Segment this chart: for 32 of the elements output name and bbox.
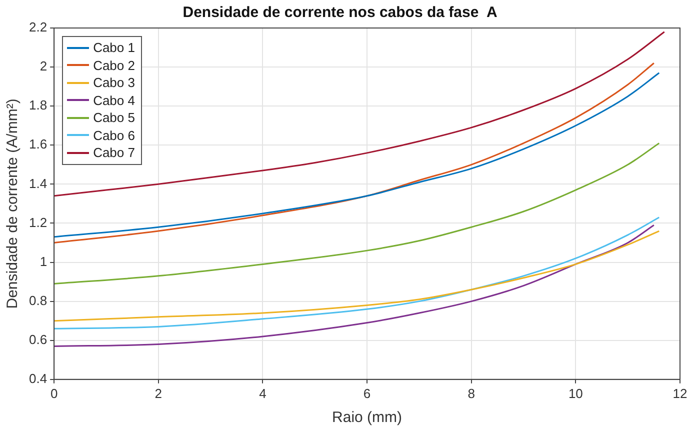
legend-label: Cabo 5	[93, 110, 135, 126]
x-tick-label: 2	[154, 386, 162, 401]
legend-label: Cabo 1	[93, 40, 135, 56]
line-series	[54, 31, 666, 197]
legend-label: Cabo 2	[93, 58, 135, 73]
y-tick-label: 0.6	[28, 332, 48, 347]
legend-label: Cabo 7	[93, 145, 135, 160]
legend-label: Cabo 6	[93, 128, 135, 143]
line-series	[54, 224, 655, 347]
y-tick-label: 1	[40, 254, 48, 269]
line-series	[54, 216, 660, 330]
x-tick-label: 12	[672, 386, 688, 401]
legend-label: Cabo 3	[93, 75, 135, 90]
y-tick-label: 1.4	[28, 176, 48, 191]
y-tick-label: 1.8	[28, 98, 48, 113]
x-tick-label: 4	[259, 386, 266, 401]
y-tick-label: 0.4	[28, 370, 48, 386]
x-tick-label: 0	[50, 386, 58, 401]
legend-label: Cabo 4	[93, 92, 135, 108]
y-tick-label: 1.2	[28, 214, 48, 230]
x-tick-label: 8	[468, 386, 475, 401]
line-series	[54, 230, 660, 322]
y-tick-label: 2.2	[28, 20, 48, 35]
line-series	[54, 142, 660, 284]
y-axis-title: Densidade de corrente (A/mm²)	[4, 98, 22, 309]
x-tick-label: 10	[568, 386, 583, 401]
y-tick-label: 0.8	[28, 292, 48, 308]
chart-title: Densidade de corrente nos cabos da fase A	[182, 4, 498, 22]
y-tick-label: 1.6	[28, 136, 48, 152]
x-tick-label: 6	[363, 386, 371, 401]
x-axis-title: Raio (mm)	[332, 409, 402, 426]
y-tick-label: 2	[40, 58, 48, 74]
